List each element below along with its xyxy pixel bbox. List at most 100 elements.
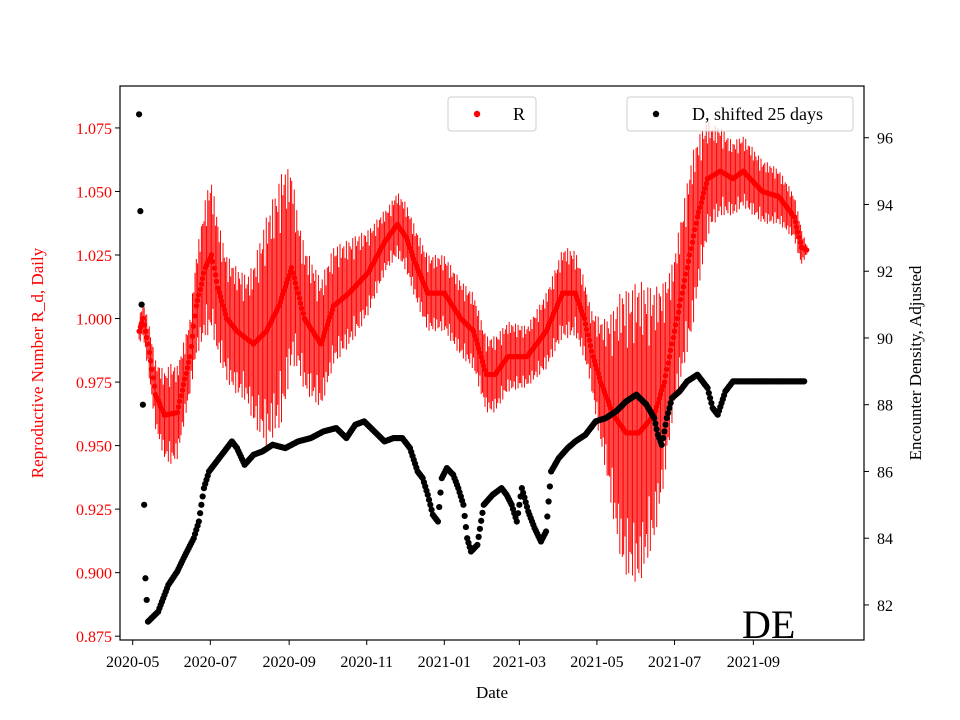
d-point bbox=[141, 501, 148, 508]
d-point bbox=[704, 384, 711, 392]
r-point bbox=[596, 375, 603, 381]
legend-d-box bbox=[626, 96, 854, 132]
r-point bbox=[217, 294, 224, 300]
r-point bbox=[690, 233, 697, 239]
r-point bbox=[194, 297, 201, 303]
r-point bbox=[692, 226, 698, 233]
d-point bbox=[705, 389, 712, 397]
r-point bbox=[290, 270, 296, 276]
r-point bbox=[661, 379, 667, 385]
y-right-tick-label: 84 bbox=[877, 531, 893, 548]
r-point bbox=[797, 239, 804, 245]
r-point bbox=[481, 363, 487, 369]
x-tick-label: 2021-01 bbox=[418, 654, 471, 671]
r-point bbox=[144, 334, 150, 341]
legend-r-marker bbox=[473, 110, 481, 118]
r-point bbox=[198, 281, 204, 287]
r-point bbox=[147, 358, 154, 364]
d-point bbox=[475, 533, 482, 540]
r-point bbox=[587, 343, 594, 349]
r-point bbox=[682, 277, 688, 284]
r-point bbox=[216, 289, 222, 295]
d-point bbox=[514, 510, 522, 517]
r-point bbox=[656, 395, 662, 402]
r-point bbox=[683, 271, 689, 277]
r-point bbox=[150, 375, 156, 381]
r-point bbox=[698, 199, 704, 206]
d-point bbox=[427, 501, 434, 508]
r-point bbox=[178, 393, 184, 399]
d-series bbox=[135, 111, 808, 625]
d-point bbox=[199, 493, 206, 500]
x-axis-label: Date bbox=[476, 683, 508, 702]
r-point bbox=[142, 328, 149, 334]
r-point bbox=[141, 322, 147, 328]
r-point bbox=[699, 195, 706, 201]
r-point bbox=[478, 354, 484, 360]
d-point bbox=[653, 426, 660, 433]
x-tick-label: 2020-07 bbox=[184, 654, 237, 671]
d-point bbox=[137, 208, 144, 215]
y-left-tick-label: 0.950 bbox=[76, 439, 112, 456]
r-point bbox=[670, 334, 676, 341]
d-point bbox=[478, 517, 485, 524]
r-point bbox=[151, 383, 157, 389]
r-point bbox=[673, 322, 679, 328]
r-point bbox=[193, 303, 199, 309]
r-point bbox=[476, 345, 482, 352]
r-point bbox=[208, 252, 215, 258]
r-point bbox=[674, 315, 680, 322]
r-point bbox=[693, 220, 699, 226]
r-point bbox=[678, 296, 684, 303]
x-tick-label: 2020-05 bbox=[106, 654, 159, 671]
r-point bbox=[664, 366, 670, 372]
r-point bbox=[685, 258, 692, 264]
d-point bbox=[462, 523, 470, 531]
d-point bbox=[195, 518, 202, 525]
y-left-tick-label: 0.875 bbox=[76, 629, 112, 646]
r-point bbox=[183, 370, 189, 377]
r-point bbox=[679, 290, 685, 296]
r-point bbox=[291, 275, 297, 281]
d-point bbox=[479, 509, 486, 516]
r-point bbox=[657, 391, 664, 398]
y-left-tick-label: 1.075 bbox=[76, 121, 112, 138]
x-tick-label: 2020-11 bbox=[340, 654, 393, 671]
d-point bbox=[142, 575, 149, 582]
legend-d: D, shifted 25 days bbox=[626, 96, 854, 132]
x-tick-label: 2021-03 bbox=[493, 654, 546, 671]
r-point bbox=[654, 404, 660, 410]
y-left-tick-label: 1.050 bbox=[76, 184, 112, 201]
r-point bbox=[295, 290, 301, 296]
r-point bbox=[474, 341, 480, 347]
r-point bbox=[665, 360, 671, 366]
y-left-tick-label: 0.900 bbox=[76, 566, 112, 583]
d-point bbox=[434, 518, 442, 525]
r-point bbox=[675, 309, 681, 315]
r-point bbox=[191, 323, 197, 329]
r-point bbox=[680, 284, 687, 290]
x-axis: 2020-05 2020-07 2020-09 2020-11 2021-01 2021-… bbox=[106, 640, 780, 671]
d-point bbox=[520, 489, 527, 496]
r-point bbox=[795, 229, 801, 235]
y-left-tick-label: 0.975 bbox=[76, 375, 112, 392]
r-point bbox=[299, 305, 305, 311]
legend-d-marker bbox=[652, 110, 660, 118]
r-point bbox=[676, 303, 683, 309]
d-point bbox=[666, 404, 673, 412]
d-point bbox=[708, 399, 715, 407]
r-point bbox=[146, 349, 152, 356]
d-point bbox=[658, 441, 665, 448]
r-point bbox=[796, 234, 802, 240]
r-point bbox=[584, 326, 590, 333]
r-point bbox=[187, 354, 193, 360]
r-point bbox=[595, 370, 601, 377]
r-point bbox=[201, 270, 207, 276]
r-point bbox=[688, 246, 694, 252]
r-point bbox=[793, 224, 800, 230]
r-point bbox=[140, 315, 146, 322]
r-point bbox=[684, 265, 690, 271]
r-point bbox=[477, 350, 483, 356]
r-point bbox=[174, 409, 180, 416]
r-point bbox=[179, 387, 185, 393]
